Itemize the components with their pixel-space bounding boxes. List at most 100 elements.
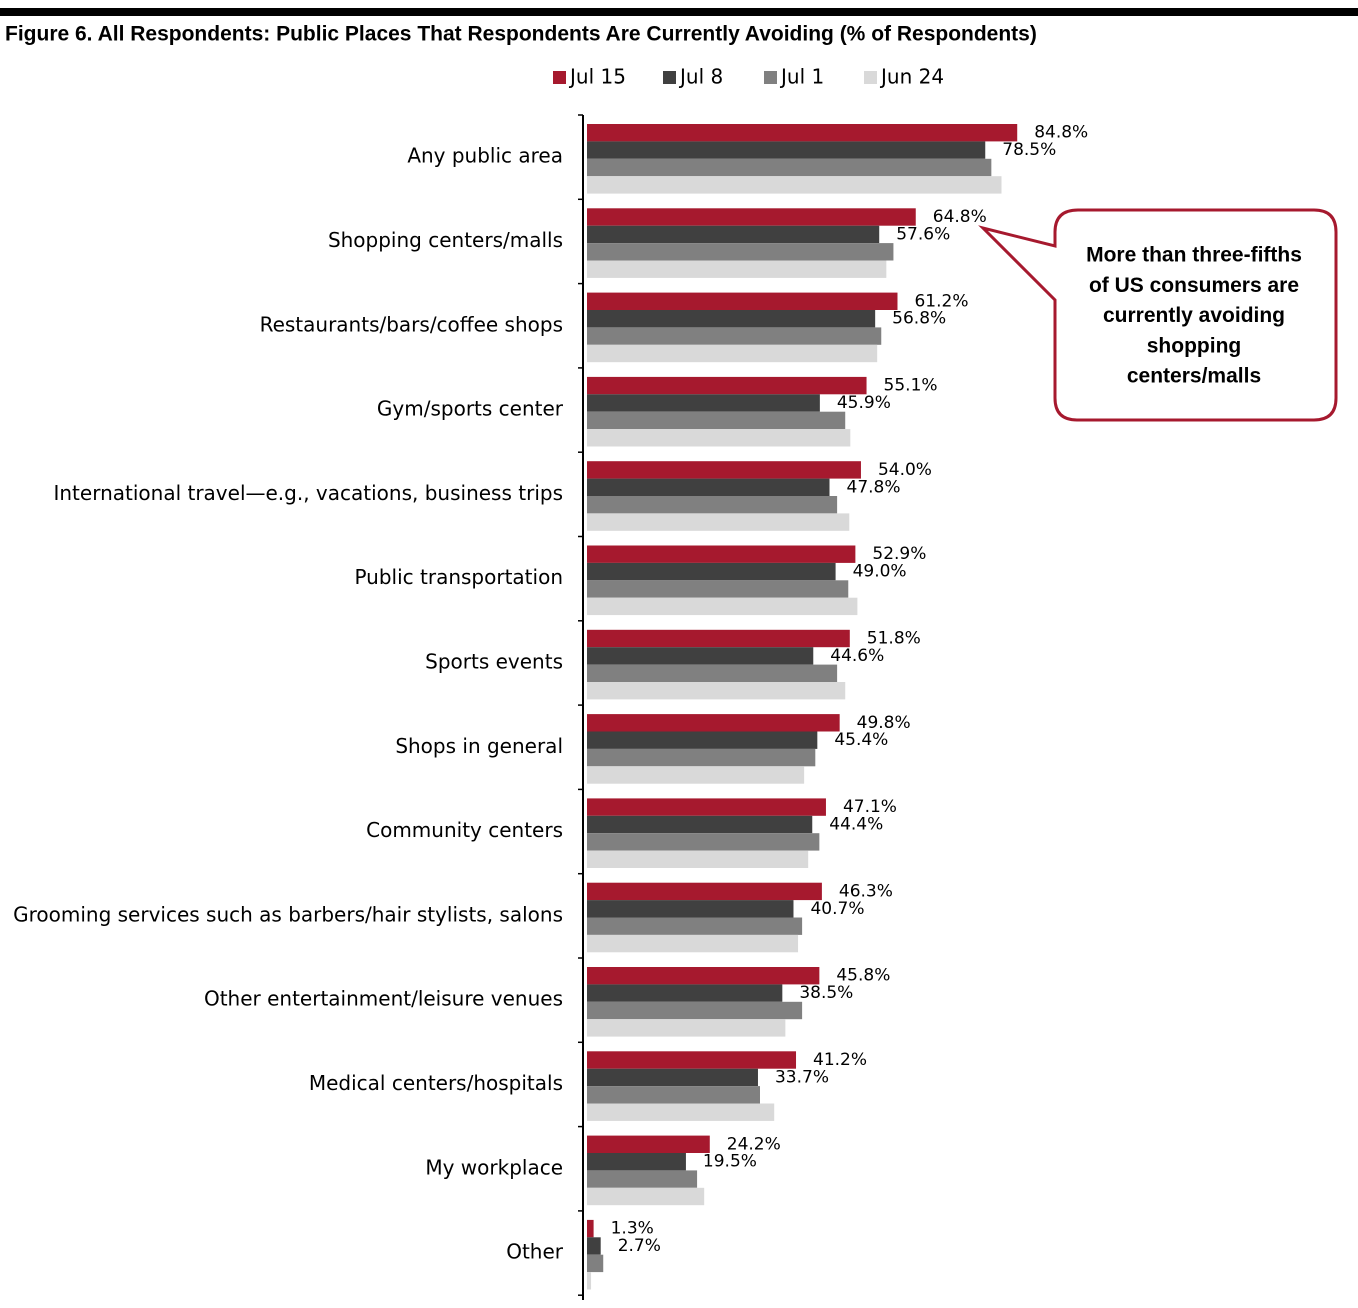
bar [587, 1103, 775, 1121]
value-label: 64.8% [933, 207, 987, 227]
category-label: Community centers [366, 818, 563, 842]
category-label: Restaurants/bars/coffee shops [260, 312, 563, 336]
value-label: 47.1% [843, 797, 897, 817]
legend-swatch [764, 71, 777, 84]
bar [587, 141, 986, 159]
value-label: 44.4% [829, 815, 883, 835]
bar [587, 815, 813, 834]
bar [587, 429, 851, 447]
bar [587, 310, 876, 328]
bar [587, 1237, 601, 1255]
bar [587, 562, 836, 581]
value-label: 54.0% [878, 460, 932, 480]
value-label: 61.2% [914, 291, 968, 311]
value-label: 44.6% [830, 646, 884, 666]
bar [587, 1068, 758, 1087]
bar [587, 1051, 797, 1069]
callout-text: currently avoiding [1103, 304, 1285, 327]
bar [587, 833, 820, 851]
value-label: 78.5% [1002, 140, 1056, 160]
value-label: 84.8% [1034, 123, 1088, 143]
value-label: 49.8% [857, 713, 911, 733]
callout-text: shopping [1147, 334, 1241, 357]
legend-swatch [864, 71, 877, 84]
bar [587, 850, 809, 868]
bar [587, 748, 816, 767]
bar [587, 647, 814, 665]
value-label: 2.7% [618, 1236, 661, 1256]
bar [587, 682, 846, 700]
bar [587, 158, 992, 177]
value-label: 1.3% [611, 1219, 654, 1239]
legend-label: Jul 1 [779, 65, 824, 89]
bar [587, 597, 858, 616]
bar [587, 225, 880, 244]
bar [587, 900, 794, 918]
bar [587, 327, 882, 345]
bar [587, 1086, 761, 1104]
category-label: Gym/sports center [377, 397, 564, 421]
bar [587, 124, 1018, 142]
value-label: 52.9% [872, 544, 926, 564]
value-label: 46.3% [839, 881, 893, 901]
value-label: 24.2% [727, 1134, 781, 1154]
bar [587, 714, 840, 732]
bar [587, 984, 783, 1002]
category-label: My workplace [425, 1155, 563, 1179]
bar [587, 176, 1002, 194]
value-label: 45.8% [836, 966, 890, 986]
bar [587, 1187, 705, 1206]
bar [587, 1272, 592, 1290]
bar [587, 461, 861, 479]
bar [587, 411, 846, 430]
category-label: Grooming services such as barbers/hair s… [13, 902, 563, 926]
legend-swatch [553, 71, 566, 84]
bar [587, 731, 818, 749]
bar [587, 882, 822, 901]
legend-swatch [663, 71, 676, 84]
value-label: 57.6% [896, 224, 950, 244]
category-label: Medical centers/hospitals [309, 1071, 563, 1095]
bar [587, 917, 803, 935]
bar [587, 208, 916, 226]
category-label: Other [506, 1240, 564, 1264]
bar [587, 545, 856, 563]
legend-label: Jul 15 [568, 65, 626, 89]
value-label: 51.8% [867, 629, 921, 649]
bar [587, 394, 820, 412]
bar [587, 260, 887, 278]
value-label: 19.5% [703, 1152, 757, 1172]
value-label: 55.1% [884, 376, 938, 396]
bar [587, 1254, 604, 1273]
bar [587, 580, 849, 598]
callout-text: centers/malls [1127, 365, 1261, 388]
value-label: 47.8% [847, 477, 901, 497]
bar [587, 1153, 686, 1171]
value-label: 45.9% [837, 393, 891, 413]
bar [587, 1001, 803, 1020]
bar [587, 766, 805, 784]
bar [587, 344, 878, 363]
value-label: 40.7% [810, 899, 864, 919]
bar [587, 934, 799, 953]
value-label: 49.0% [853, 562, 907, 582]
value-label: 41.2% [813, 1050, 867, 1070]
value-label: 56.8% [892, 309, 946, 329]
category-label: Other entertainment/leisure venues [204, 987, 563, 1011]
category-label: Shops in general [395, 734, 563, 758]
bar [587, 798, 826, 816]
value-label: 33.7% [775, 1067, 829, 1087]
callout-text: of US consumers are [1089, 274, 1299, 297]
bar [587, 1019, 786, 1037]
bar [587, 629, 850, 648]
category-label: Sports events [425, 649, 563, 673]
top-rule [0, 8, 1358, 16]
callout-box [978, 208, 1338, 422]
category-label: International travel—e.g., vacations, bu… [53, 481, 563, 505]
bar [587, 376, 867, 395]
bar [587, 1219, 594, 1238]
bar [587, 496, 838, 514]
callout-text: More than three-fifths [1086, 244, 1302, 267]
